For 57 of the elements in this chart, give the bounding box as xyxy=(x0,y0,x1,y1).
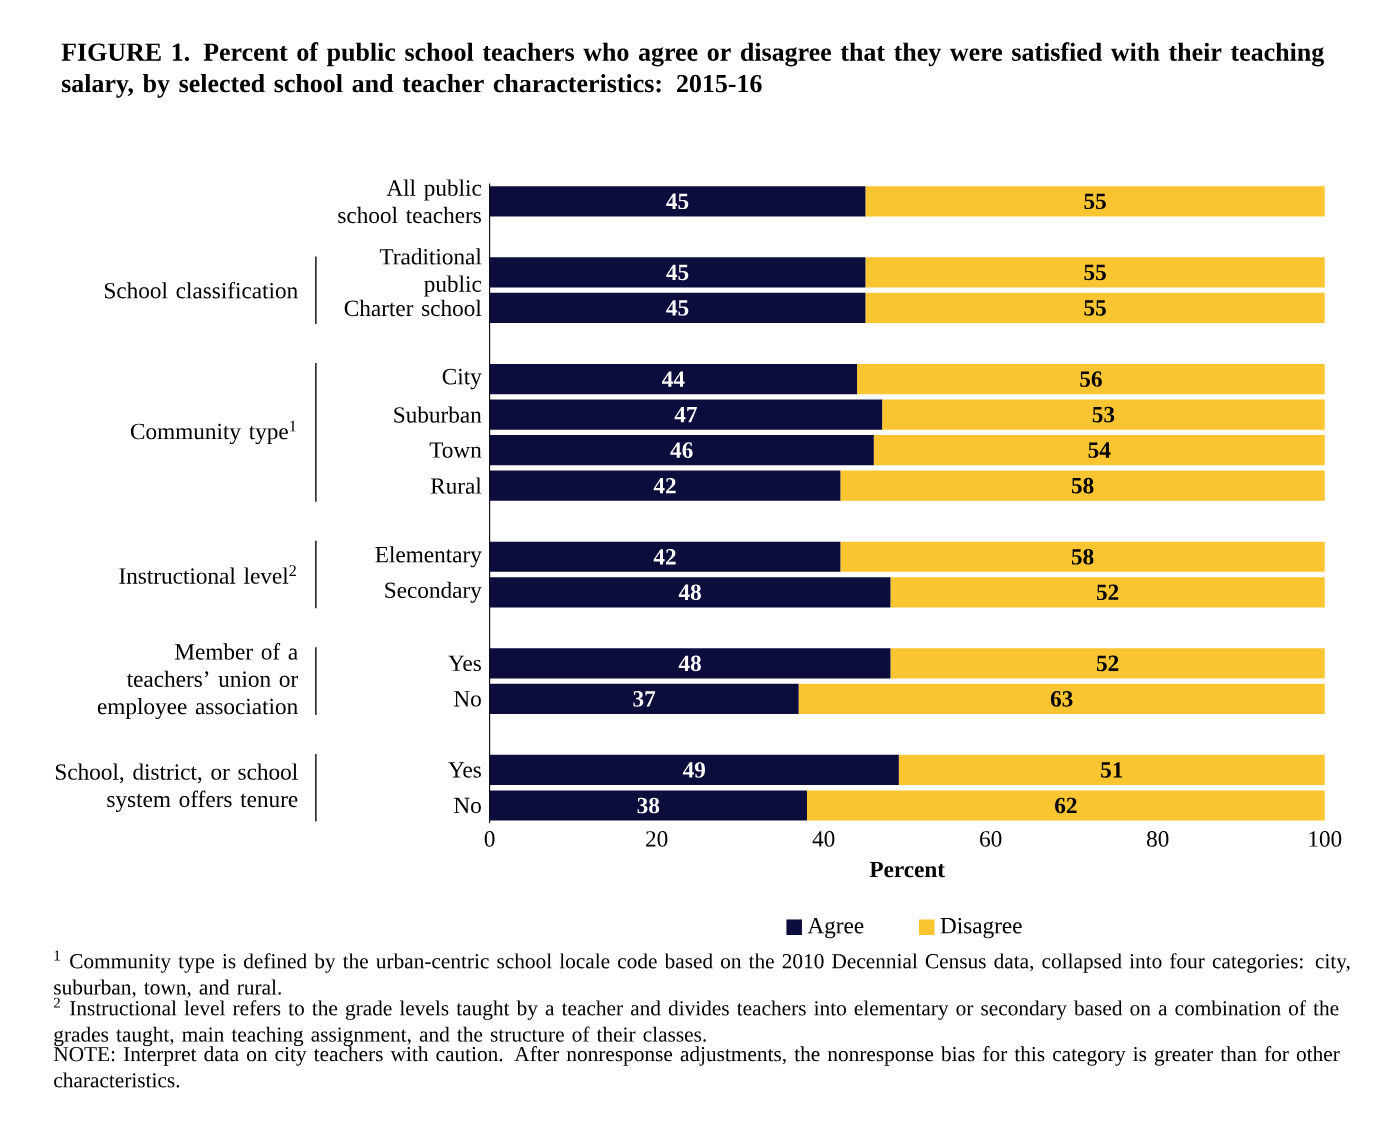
data-label: 48 xyxy=(678,655,701,672)
text: Community type$^{1}$ xyxy=(130,420,296,445)
data-label: 44 xyxy=(662,371,685,387)
data-label: 48 xyxy=(678,584,701,601)
y-tick-label: No xyxy=(454,691,481,707)
text: School, district, or school system offers tenure xyxy=(55,763,298,812)
data-label: 52 xyxy=(1096,655,1119,672)
data-label: 42 xyxy=(653,477,676,494)
y-tick-label: City xyxy=(442,368,482,390)
data-label: 54 xyxy=(1088,442,1111,458)
data-label: 42 xyxy=(653,549,676,565)
data-label: 47 xyxy=(674,406,697,423)
data-label: 53 xyxy=(1092,406,1115,423)
y-tick-label: Charter school xyxy=(344,299,482,317)
x-tick-label: 0 xyxy=(484,831,495,847)
x-tick-label: 100 xyxy=(1309,831,1342,847)
data-label: 52 xyxy=(1096,584,1119,601)
y-tick-label: Suburban xyxy=(394,406,482,423)
x-axis-title: Percent xyxy=(869,861,945,878)
y-tick-label: Yes xyxy=(448,762,481,778)
y-tick-label: Elementary xyxy=(375,546,482,568)
y-tick-label: No xyxy=(454,797,481,814)
data-label: 51 xyxy=(1101,762,1123,778)
x-tick-label: 80 xyxy=(1147,831,1169,847)
y-tick-label: Traditional public xyxy=(379,248,482,297)
data-label: 63 xyxy=(1050,691,1073,707)
y-tick-label: Secondary xyxy=(385,581,482,603)
data-label: 55 xyxy=(1084,193,1106,210)
x-tick-label: 40 xyxy=(812,831,835,847)
data-label: 62 xyxy=(1055,797,1077,814)
data-label: 56 xyxy=(1080,371,1102,387)
data-label: 58 xyxy=(1071,477,1094,494)
y-tick-label: Town xyxy=(429,442,482,458)
legend-label: Agree xyxy=(807,917,864,939)
text: NOTE: Interpret data on city teachers with caution. After nonresponse adjustments, the nonresponse bias for this category is greater than for other characteristics. xyxy=(53,1046,1340,1088)
data-label: 37 xyxy=(633,691,656,707)
y-tick-label: Yes xyxy=(448,655,481,672)
data-label: 49 xyxy=(682,762,705,778)
chart-title: FIGURE 1. Percent of public school teachers who agree or disagree that they were satisfied with their teaching salary, by selected school and teacher characteristics: 2015-16 xyxy=(61,42,1324,98)
data-label: 45 xyxy=(666,300,689,316)
text: $^{1}$ Community type is defined by the urban-centric school locale code based on the 2010 Decennial Census data, collapsed into four categories: city, suburban, town, and rural. xyxy=(54,950,1350,998)
data-label: 55 xyxy=(1084,300,1106,316)
x-tick-label: 20 xyxy=(646,831,668,847)
text: Member of a teachers’ union or employee association xyxy=(97,643,298,720)
legend-label: Disagree xyxy=(940,917,1022,939)
text: Instructional level$^{2}$ xyxy=(119,565,296,584)
text: School classification xyxy=(104,281,298,299)
y-tick-label: All public school teachers xyxy=(338,179,482,224)
y-tick-label: Rural xyxy=(430,477,482,494)
data-label: 58 xyxy=(1071,548,1094,565)
data-label: 55 xyxy=(1084,264,1106,281)
data-label: 46 xyxy=(670,442,693,458)
data-label: 45 xyxy=(666,193,689,210)
x-tick-label: 60 xyxy=(980,831,1002,847)
data-label: 38 xyxy=(637,797,660,814)
text: $^{2}$ Instructional level refers to the grade levels taught by a teacher and divides teachers into elementary or secondary based on a combination of the grades taught, main teaching assignment, and the structure of their classes. xyxy=(53,997,1339,1047)
data-label: 45 xyxy=(666,264,689,281)
